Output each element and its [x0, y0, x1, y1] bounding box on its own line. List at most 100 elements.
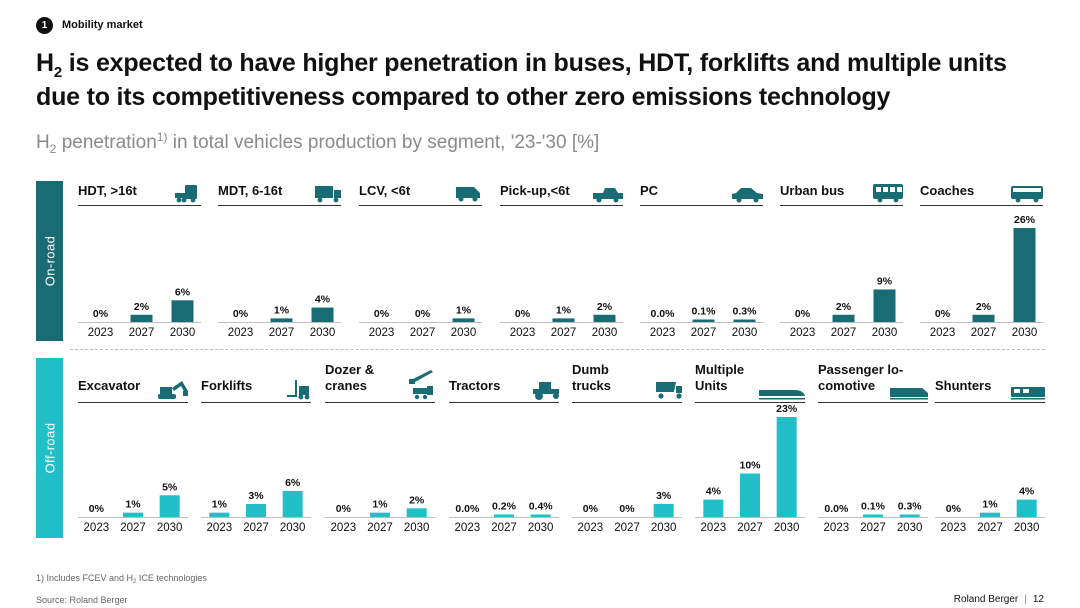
- data-label: 0%: [233, 308, 249, 320]
- data-label: 0.1%: [861, 501, 886, 513]
- panel-rule: [500, 205, 623, 206]
- subtitle-text-part2: penetration: [56, 132, 157, 153]
- data-label: 0%: [336, 503, 352, 515]
- footnote: 1) Includes FCEV and H2 ICE technologies: [36, 573, 207, 585]
- x-tick-label: 2030: [528, 522, 554, 534]
- panel-rule: [78, 402, 188, 403]
- panel-rule: [218, 205, 341, 206]
- x-tick-label: 2023: [930, 327, 956, 339]
- data-label: 0.1%: [692, 306, 717, 318]
- chart-subtitle: H2 penetration1) in total vehicles produ…: [36, 130, 600, 156]
- panel-title-tractors: Tractors: [449, 378, 500, 394]
- bus-icon: [873, 184, 903, 203]
- bar-mdt-6-16t-2027: [270, 318, 293, 322]
- bar-pc-2027: [692, 319, 715, 322]
- bar-passenger-lo-comotive-2030: [899, 514, 920, 517]
- section-divider: [70, 349, 1045, 350]
- data-label: 3%: [656, 490, 672, 502]
- data-label: 0%: [515, 308, 531, 320]
- chart-excavator: 0% 2023 1% 2027 5% 2030: [78, 481, 188, 534]
- data-label: 0.0%: [455, 503, 480, 515]
- x-tick-label: 2027: [977, 522, 1003, 534]
- bar-dozer-cranes-2030: [406, 508, 427, 517]
- x-tick-label: 2027: [971, 327, 997, 339]
- bar-forklifts-2027: [246, 503, 266, 517]
- pickup-icon: [593, 188, 623, 203]
- panel-title-line: MDT, 6-16t: [218, 183, 283, 198]
- tractor-icon: [533, 382, 559, 400]
- x-tick-label: 2027: [691, 327, 717, 339]
- panel-title-dozer-cranes: Dozer & cranes: [325, 362, 374, 394]
- panel-rule: [78, 205, 201, 206]
- footnote-part1: 1) Includes FCEV and H: [36, 573, 134, 583]
- x-tick-label: 2027: [831, 327, 857, 339]
- bar-dumb-trucks-2030: [653, 503, 674, 517]
- panel-title-line: comotive: [818, 378, 876, 393]
- panel-title-line: Excavator: [78, 378, 141, 393]
- data-label: 1%: [982, 499, 998, 511]
- chart-multiple-units: 4% 2023 10% 2027 23% 2030: [695, 403, 805, 534]
- panel-rule: [818, 402, 928, 403]
- x-tick-label: 2027: [120, 522, 146, 534]
- subtitle-subscript: 2: [49, 142, 57, 156]
- bar-excavator-2027: [123, 512, 143, 517]
- bar-hdt-16t-2030: [171, 300, 194, 322]
- data-label: 0%: [583, 503, 599, 515]
- x-tick-label: 2023: [941, 522, 967, 534]
- data-label: 1%: [556, 304, 572, 316]
- forklift-icon: [287, 380, 310, 400]
- x-tick-label: 2030: [1014, 522, 1040, 534]
- panel-rule: [920, 205, 1043, 206]
- x-tick-label: 2027: [129, 327, 155, 339]
- chart-lcv-6t: 0% 2023 0% 2027 1% 2030: [359, 304, 482, 339]
- brand-footer: Roland Berger | 12: [954, 594, 1044, 605]
- data-label: 2%: [836, 301, 852, 313]
- data-label: 0%: [89, 503, 105, 515]
- panel-title-line: Pick-up,<6t: [500, 183, 570, 198]
- x-tick-label: 2030: [310, 327, 336, 339]
- panel-rule: [640, 205, 763, 206]
- x-tick-label: 2023: [510, 327, 536, 339]
- truck-icon: [175, 185, 197, 203]
- panel-rule: [695, 402, 805, 403]
- bar-excavator-2030: [159, 495, 180, 517]
- chart-forklifts: 1% 2023 3% 2027 6% 2030: [201, 477, 311, 534]
- data-label: 0.0%: [824, 503, 849, 515]
- data-label: 0.2%: [492, 501, 517, 513]
- data-label: 6%: [285, 477, 301, 489]
- panel-title-line: Dumb: [572, 362, 609, 377]
- data-label: 0%: [374, 308, 390, 320]
- offroad-band: Off-road: [36, 358, 63, 538]
- x-tick-label: 2027: [737, 522, 763, 534]
- bar-forklifts-2030: [282, 490, 303, 517]
- panel-title-line: PC: [640, 183, 659, 198]
- x-tick-label: 2023: [578, 522, 604, 534]
- data-label: 10%: [739, 460, 761, 472]
- x-tick-label: 2030: [651, 522, 677, 534]
- subtitle-text-part3: in total vehicles production by segment,…: [167, 132, 600, 153]
- x-tick-label: 2023: [701, 522, 727, 534]
- panel-rule: [572, 402, 682, 403]
- data-label: 4%: [706, 486, 722, 498]
- excavator-icon: [158, 381, 188, 399]
- panel-rule: [449, 402, 559, 403]
- bar-coaches-2027: [972, 314, 995, 322]
- data-label: 1%: [212, 499, 228, 511]
- data-label: 23%: [776, 403, 798, 415]
- bar-pick-up-6t-2030: [593, 314, 616, 322]
- chart-dozer-cranes: 0% 2023 1% 2027 2% 2030: [325, 494, 435, 534]
- x-tick-label: 2023: [84, 522, 110, 534]
- x-tick-label: 2027: [269, 327, 295, 339]
- box-truck-icon: [315, 186, 341, 203]
- chart-urban-bus: 0% 2023 2% 2027 9% 2030: [780, 275, 903, 339]
- panel-title-lcv-6t: LCV, <6t: [359, 183, 410, 199]
- data-label: 0.3%: [898, 501, 923, 513]
- bar-tractors-2027: [494, 514, 514, 517]
- chart-pick-up-6t: 0% 2023 1% 2027 2% 2030: [500, 301, 623, 339]
- panel-title-line: cranes: [325, 378, 367, 393]
- panel-title-dumb-trucks: Dumb trucks: [572, 362, 611, 394]
- title-text-part2: is expected to have higher penetration i…: [36, 49, 1007, 111]
- data-label: 2%: [976, 301, 992, 313]
- panel-title-multiple-units: Multiple Units: [695, 362, 744, 394]
- data-label: 0.4%: [529, 501, 554, 513]
